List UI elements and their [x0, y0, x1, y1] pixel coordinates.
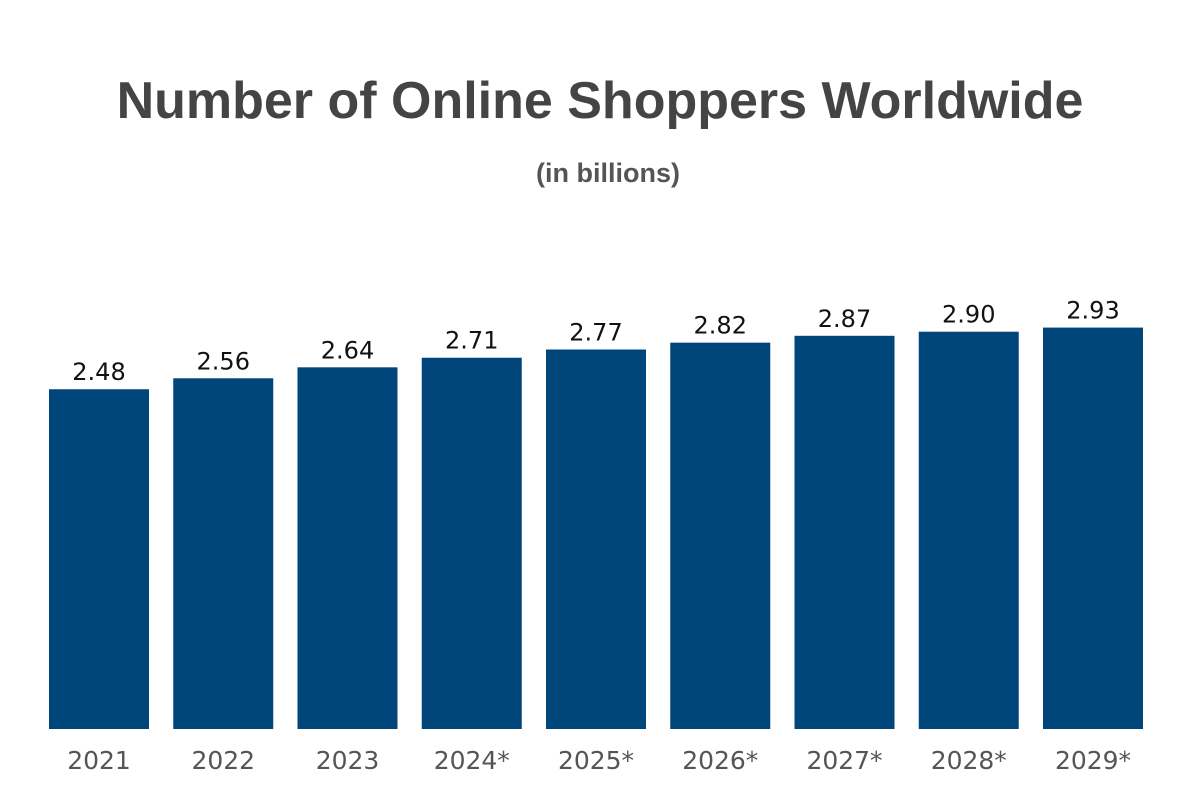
- data-label: 2.77: [569, 319, 622, 347]
- data-label: 2.48: [72, 358, 125, 386]
- bar-2022: [173, 378, 274, 729]
- bar-2023: [297, 367, 398, 729]
- x-tick-label: 2028*: [931, 746, 1007, 775]
- data-label: 2.56: [197, 347, 250, 375]
- chart-subtitle: (in billions): [536, 158, 680, 188]
- x-tick-label: 2021: [67, 746, 131, 775]
- data-label: 2.93: [1066, 297, 1119, 325]
- data-label: 2.71: [445, 327, 498, 355]
- x-tick-label: 2023: [316, 746, 380, 775]
- bar-2025: [546, 349, 646, 729]
- data-label: 2.90: [942, 301, 995, 329]
- x-tick-label: 2027*: [806, 746, 882, 775]
- data-label: 2.87: [818, 305, 871, 333]
- bar-2029: [1043, 327, 1143, 729]
- x-tick-label: 2025*: [558, 746, 634, 775]
- bar-2024: [421, 357, 522, 729]
- bars-group: 2.48 2021 2.56 2022 2.64 2023 2.71 2024* 2.77 202…: [49, 297, 1143, 775]
- bar-2026: [670, 342, 771, 729]
- x-tick-label: 2024*: [434, 746, 510, 775]
- bar-2028: [918, 331, 1019, 729]
- chart-title: Number of Online Shoppers Worldwide: [117, 72, 1084, 130]
- data-label: 2.82: [694, 312, 747, 340]
- data-label: 2.64: [321, 336, 374, 364]
- x-tick-label: 2026*: [682, 746, 758, 775]
- bar-2021: [49, 389, 149, 729]
- x-tick-label: 2029*: [1055, 746, 1131, 775]
- bar-2027: [794, 335, 895, 729]
- x-tick-label: 2022: [191, 746, 255, 775]
